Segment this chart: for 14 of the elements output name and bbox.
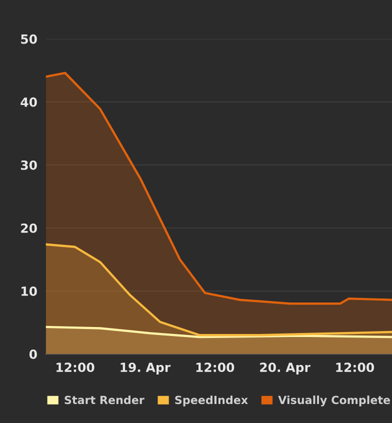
y-tick-label: 0 <box>29 350 37 359</box>
x-tick-label: 12:00 <box>336 362 374 372</box>
y-tick-label: 20 <box>21 223 37 233</box>
legend-label: Visually Complete <box>278 396 390 406</box>
y-tick-label: 40 <box>20 97 37 107</box>
legend-label: SpeedIndex <box>175 396 248 406</box>
x-tick-label: 19. Apr <box>120 362 171 374</box>
y-tick-label: 30 <box>20 160 37 170</box>
x-tick-label: 12:00 <box>196 362 234 372</box>
y-tick-label: 10 <box>22 286 37 296</box>
x-tick-label: 20. Apr <box>260 362 310 374</box>
y-tick-label: 50 <box>21 34 37 44</box>
legend-label: Start Render <box>64 396 144 404</box>
x-tick-label: 12:00 <box>56 362 94 372</box>
